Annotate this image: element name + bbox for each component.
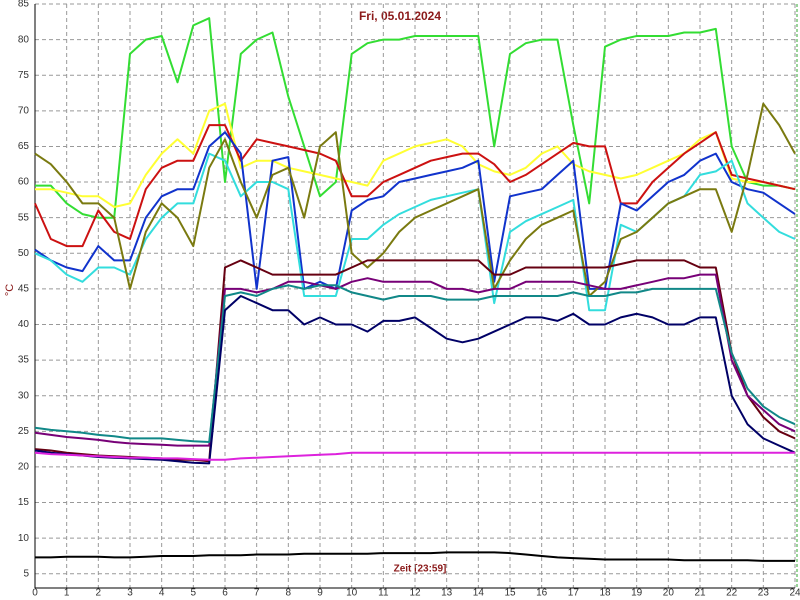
series-line bbox=[34, 273, 796, 447]
y-tick-label: 45 bbox=[18, 284, 30, 295]
x-tick-label: 20 bbox=[663, 588, 675, 599]
x-tick-label: 18 bbox=[599, 588, 611, 599]
x-tick-label: 9 bbox=[317, 588, 323, 599]
series-line bbox=[34, 124, 796, 248]
series-line bbox=[34, 102, 796, 297]
y-tick-label: 30 bbox=[18, 390, 30, 401]
x-tick-label: 17 bbox=[568, 588, 580, 599]
y-axis-label: °C bbox=[4, 284, 16, 296]
y-tick-label: 75 bbox=[18, 70, 30, 81]
chart-title: Fri, 05.01.2024 bbox=[359, 9, 441, 23]
y-tick-label: 25 bbox=[18, 426, 30, 437]
series-line bbox=[35, 17, 796, 219]
series-line bbox=[34, 131, 796, 290]
x-tick-label: 6 bbox=[222, 588, 228, 599]
x-tick-label: 15 bbox=[504, 588, 516, 599]
x-tick-label: 4 bbox=[159, 588, 165, 599]
x-tick-label: 24 bbox=[789, 588, 800, 599]
x-tick-label: 23 bbox=[758, 588, 770, 599]
y-tick-label: 65 bbox=[18, 141, 30, 152]
x-tick-label: 11 bbox=[378, 588, 389, 599]
x-tick-label: 7 bbox=[254, 588, 260, 599]
y-tick-label: 20 bbox=[18, 462, 30, 473]
y-tick-label: 15 bbox=[18, 497, 30, 508]
series-line bbox=[34, 284, 796, 443]
x-tick-label: 13 bbox=[441, 588, 453, 599]
x-tick-label: 12 bbox=[409, 588, 421, 599]
y-tick-label: 80 bbox=[18, 34, 30, 45]
x-tick-label: 22 bbox=[726, 588, 738, 599]
series-line bbox=[34, 451, 795, 461]
y-tick-label: 70 bbox=[18, 105, 30, 116]
x-tick-label: 2 bbox=[96, 588, 102, 599]
x-tick-label: 3 bbox=[127, 588, 133, 599]
series-line bbox=[34, 295, 796, 465]
x-tick-label: 0 bbox=[32, 588, 38, 599]
y-tick-label: 50 bbox=[18, 248, 30, 259]
x-tick-label: 16 bbox=[536, 588, 548, 599]
x-tick-label: 8 bbox=[286, 588, 292, 599]
x-tick-label: 10 bbox=[346, 588, 358, 599]
series-line bbox=[35, 551, 795, 562]
series-line bbox=[35, 102, 796, 208]
y-tick-label: 85 bbox=[18, 0, 30, 10]
y-tick-label: 5 bbox=[23, 568, 29, 579]
y-tick-label: 60 bbox=[18, 177, 30, 188]
x-tick-label: 14 bbox=[473, 588, 485, 599]
x-tick-label: 21 bbox=[694, 588, 706, 599]
x-axis-label: Zeit [23:59] bbox=[394, 564, 447, 575]
y-tick-label: 10 bbox=[18, 533, 30, 544]
y-tick-label: 40 bbox=[18, 319, 30, 330]
x-tick-label: 19 bbox=[631, 588, 643, 599]
y-tick-label: 55 bbox=[18, 212, 30, 223]
x-tick-label: 5 bbox=[191, 588, 197, 599]
x-tick-label: 1 bbox=[64, 588, 70, 599]
y-tick-label: 35 bbox=[18, 355, 30, 366]
